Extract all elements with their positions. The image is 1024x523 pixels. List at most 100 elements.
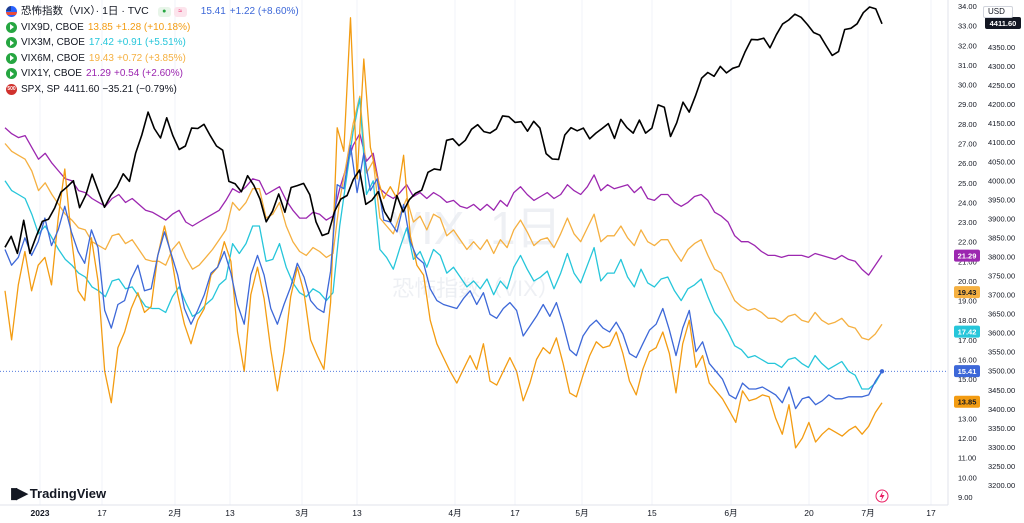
currency-selector[interactable]: USD xyxy=(983,6,1013,18)
x-tick-label: 2月 xyxy=(168,508,181,518)
last-value-badge xyxy=(954,325,980,338)
y-tick-label-spx: 4200.00 xyxy=(988,100,1015,109)
y-tick-label-vol: 30.00 xyxy=(958,81,977,90)
y-tick-label-spx: 3500.00 xyxy=(988,367,1015,376)
y-tick-label-spx: 3250.00 xyxy=(988,462,1015,471)
y-tick-label-spx: 3600.00 xyxy=(988,329,1015,338)
x-tick-label: 6月 xyxy=(724,508,737,518)
sp-badge-icon: 500 xyxy=(6,83,17,95)
x-tick-label: 3月 xyxy=(295,508,308,518)
last-value-badge xyxy=(954,395,980,408)
tradingview-logo-icon: ▮▶ xyxy=(10,485,28,502)
y-tick-label-vol: 31.00 xyxy=(958,61,977,70)
tradingview-logo[interactable]: ▮▶ TradingView xyxy=(10,484,106,502)
main-value: 15.41 xyxy=(200,6,226,17)
last-value-text: 21.29 xyxy=(958,252,977,261)
y-tick-label-vol: 28.00 xyxy=(958,120,977,129)
y-tick-label-spx: 3350.00 xyxy=(988,424,1015,433)
y-tick-label-vol: 13.00 xyxy=(958,414,977,423)
y-tick-label-vol: 9.00 xyxy=(958,493,973,502)
y-tick-label-spx: 4150.00 xyxy=(988,119,1015,128)
y-tick-label-vol: 33.00 xyxy=(958,22,977,31)
last-value-text: 17.42 xyxy=(958,328,977,337)
y-tick-label-vol: 23.00 xyxy=(958,218,977,227)
legend-main-row[interactable]: 恐怖指数（VIX）· 1日 · TVC ● ≈ 15.41 +1.22 (+8.… xyxy=(6,4,299,20)
legend-value: 19.43 xyxy=(88,52,114,64)
y-tick-label-spx: 3300.00 xyxy=(988,443,1015,452)
legend-symbol: VIX1Y, CBOE xyxy=(21,68,82,79)
x-tick-label: 17 xyxy=(926,508,936,518)
y-tick-label-vol: 12.00 xyxy=(958,434,977,443)
y-tick-label-spx: 3750.00 xyxy=(988,272,1015,281)
y-tick-label-spx: 3900.00 xyxy=(988,214,1015,223)
legend-symbol: SPX, SP xyxy=(21,83,60,95)
y-tick-label-vol: 15.00 xyxy=(958,375,977,384)
x-tick-label: 7月 xyxy=(861,508,874,518)
legend-row[interactable]: VIX9D, CBOE 13.85 +1.28 (+10.18%) xyxy=(6,20,299,36)
legend-change: +1.28 (+10.18%) xyxy=(115,21,191,33)
y-tick-label-vol: 34.00 xyxy=(958,2,977,11)
y-tick-label-spx: 4000.00 xyxy=(988,176,1015,185)
y-tick-label-spx: 3850.00 xyxy=(988,233,1015,242)
y-tick-label-vol: 26.00 xyxy=(958,159,977,168)
x-tick-label: 15 xyxy=(647,508,657,518)
last-value-badge xyxy=(954,365,980,378)
y-tick-label-vol: 25.00 xyxy=(958,179,977,188)
y-tick-label-vol: 21.00 xyxy=(958,257,977,266)
y-tick-label-vol: 29.00 xyxy=(958,100,977,109)
y-tick-label-spx: 4100.00 xyxy=(988,138,1015,147)
y-tick-label-vol: 17.00 xyxy=(958,336,977,345)
legend-change: +0.72 (+3.85%) xyxy=(116,52,186,64)
y-tick-label-spx: 3950.00 xyxy=(988,195,1015,204)
legend-symbol: VIX3M, CBOE xyxy=(21,37,85,48)
legend-symbol: VIX9D, CBOE xyxy=(21,21,84,33)
y-tick-label-spx: 4350.00 xyxy=(988,43,1015,52)
y-tick-label-vol: 22.00 xyxy=(958,238,977,247)
series-line-vix6m[interactable] xyxy=(4,95,883,341)
legend-change: +0.91 (+5.51%) xyxy=(116,37,186,48)
series-line-vix[interactable] xyxy=(4,144,883,410)
x-tick-label: 17 xyxy=(510,508,520,518)
play-icon xyxy=(6,52,17,64)
legend-row[interactable]: VIX1Y, CBOE 21.29 +0.54 (+2.60%) xyxy=(6,66,299,82)
series-line-vix1y[interactable] xyxy=(4,127,883,276)
series-line-spx[interactable] xyxy=(4,6,883,255)
y-tick-label-spx: 3650.00 xyxy=(988,310,1015,319)
y-tick-label-vol: 11.00 xyxy=(958,454,976,463)
x-tick-label: 13 xyxy=(225,508,235,518)
legend-value: 4411.60 xyxy=(63,83,100,95)
legend-panel: 恐怖指数（VIX）· 1日 · TVC ● ≈ 15.41 +1.22 (+8.… xyxy=(6,4,299,97)
market-status-icon[interactable]: ● xyxy=(157,6,171,17)
y-tick-label-vol: 24.00 xyxy=(958,198,977,207)
legend-value: 17.42 xyxy=(88,37,114,48)
y-tick-label-vol: 16.00 xyxy=(958,356,977,365)
brand-name: TradingView xyxy=(29,485,107,501)
y-tick-label-vol: 18.00 xyxy=(958,316,977,325)
series-line-vix3m[interactable] xyxy=(4,97,883,390)
legend-symbol: VIX6M, CBOE xyxy=(21,52,85,64)
legend-change: −35.21 (−0.79%) xyxy=(102,83,177,95)
y-tick-label-spx: 4250.00 xyxy=(988,81,1015,90)
legend-row[interactable]: VIX3M, CBOE 17.42 +0.91 (+5.51%) xyxy=(6,35,299,51)
last-value-badge xyxy=(985,17,1021,29)
x-tick-label: 20 xyxy=(804,508,814,518)
watermark-symbol: VIX, 1日 xyxy=(390,202,561,254)
symbol-title[interactable]: 恐怖指数（VIX）· 1日 · TVC xyxy=(21,5,149,17)
legend-row[interactable]: 500 SPX, SP 4411.60 −35.21 (−0.79%) xyxy=(6,82,299,98)
y-tick-label-spx: 3400.00 xyxy=(988,405,1015,414)
y-tick-label-vol: 10.00 xyxy=(958,473,977,482)
y-tick-label-vol: 27.00 xyxy=(958,139,977,148)
y-tick-label-spx: 3450.00 xyxy=(988,386,1015,395)
compare-icon[interactable]: ≈ xyxy=(173,6,187,17)
last-value-text: 19.43 xyxy=(958,288,977,297)
series-line-vix9d[interactable] xyxy=(4,17,883,449)
lightning-icon[interactable] xyxy=(875,489,889,503)
x-tick-label: 4月 xyxy=(448,508,461,518)
us-flag-icon xyxy=(6,6,17,18)
y-tick-label-spx: 4050.00 xyxy=(988,157,1015,166)
legend-value: 13.85 xyxy=(87,21,113,33)
x-tick-label: 5月 xyxy=(575,508,588,518)
legend-row[interactable]: VIX6M, CBOE 19.43 +0.72 (+3.85%) xyxy=(6,51,299,67)
play-icon xyxy=(6,68,17,80)
